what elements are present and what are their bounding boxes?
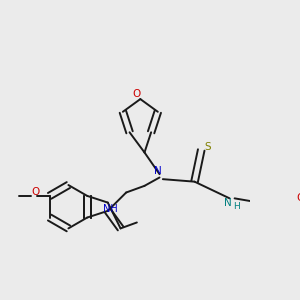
- Text: N: N: [224, 197, 232, 208]
- Text: N: N: [154, 166, 162, 176]
- Text: O: O: [296, 194, 300, 203]
- Text: O: O: [132, 89, 140, 99]
- Text: O: O: [31, 187, 39, 197]
- Text: S: S: [205, 142, 211, 152]
- Text: NH: NH: [103, 204, 118, 214]
- Text: H: H: [233, 202, 240, 211]
